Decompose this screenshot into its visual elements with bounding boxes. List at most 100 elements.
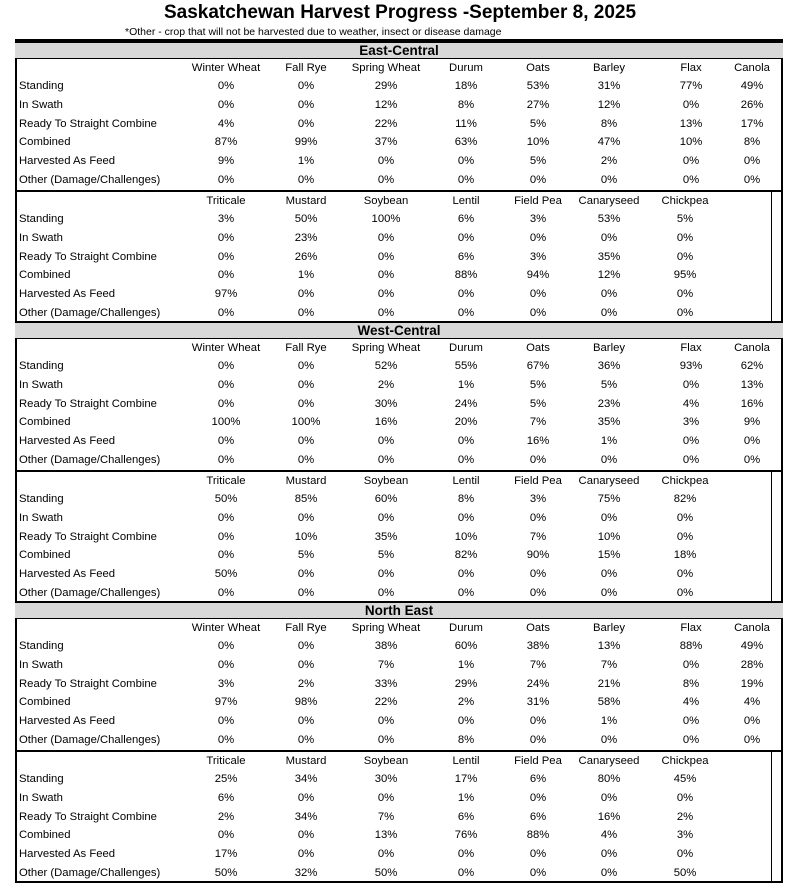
value-cell: 0% bbox=[297, 568, 315, 581]
value-cell: 6% bbox=[217, 791, 235, 804]
value-cell: 0% bbox=[217, 733, 235, 746]
value-cell: 0% bbox=[297, 640, 315, 652]
value-cell: 0% bbox=[297, 586, 315, 599]
value-cell: 58% bbox=[597, 696, 621, 709]
value-cell: 0% bbox=[297, 848, 315, 861]
value-cell: 88% bbox=[679, 640, 703, 652]
row-label: Harvested As Feed bbox=[19, 568, 116, 581]
value-cell: 1% bbox=[297, 269, 315, 282]
value-cell: 11% bbox=[455, 117, 477, 130]
value-cell: 13% bbox=[597, 640, 621, 652]
row-label: Standing bbox=[19, 80, 64, 92]
value-cell: 9% bbox=[743, 416, 761, 429]
table-row: In Swath 0% 0% 12% 8% 27% 12% 0% 26% bbox=[17, 96, 781, 115]
value-cell: 23% bbox=[294, 231, 318, 244]
value-cell: 31% bbox=[597, 80, 621, 92]
row-label: Standing bbox=[19, 640, 64, 652]
value-cell: 0% bbox=[217, 715, 235, 728]
value-cell: 63% bbox=[454, 136, 478, 149]
value-cell: 5% bbox=[529, 378, 547, 391]
value-cell: 7% bbox=[529, 658, 547, 671]
value-cell: 3% bbox=[217, 213, 235, 225]
row-label: Combined bbox=[19, 696, 71, 709]
value-cell: 0% bbox=[600, 791, 618, 804]
value-cell: 87% bbox=[214, 136, 238, 149]
crop-name: Flax bbox=[680, 342, 702, 354]
value-cell: 0% bbox=[377, 586, 395, 599]
table-row: Other (Damage/Challenges) 0% 0% 0% 0% 0% 0% 0% 0… bbox=[17, 171, 781, 190]
value-cell: 18% bbox=[454, 80, 478, 92]
table-row: Harvested As Feed 0% 0% 0% 0% 16% 1% 0% 0% bbox=[17, 432, 781, 451]
value-cell: 50% bbox=[214, 493, 238, 505]
value-cell: 0% bbox=[682, 98, 700, 111]
value-cell: 0% bbox=[600, 173, 618, 186]
value-cell: 0% bbox=[297, 173, 315, 186]
value-cell: 93% bbox=[679, 360, 703, 372]
row-label: Harvested As Feed bbox=[19, 288, 116, 301]
value-cell: 0% bbox=[743, 733, 761, 746]
value-cell: 4% bbox=[682, 696, 700, 709]
value-cell: 0% bbox=[682, 658, 700, 671]
table-row: Combined 0% 1% 0% 88% 94% 12% 95% bbox=[17, 266, 781, 285]
row-label: Combined bbox=[19, 416, 71, 429]
value-cell: 17% bbox=[454, 773, 478, 785]
table-row: In Swath 6% 0% 0% 1% 0% 0% 0% bbox=[17, 789, 781, 808]
value-cell: 23% bbox=[597, 397, 621, 410]
value-cell: 0% bbox=[682, 715, 700, 728]
value-cell: 100% bbox=[211, 416, 241, 429]
value-cell: 0% bbox=[297, 715, 315, 728]
row-label: Ready To Straight Combine bbox=[19, 397, 157, 410]
value-cell: 90% bbox=[526, 549, 550, 562]
value-cell: 60% bbox=[454, 640, 478, 652]
table-row: Harvested As Feed 17% 0% 0% 0% 0% 0% 0% bbox=[17, 845, 781, 864]
value-cell: 27% bbox=[526, 98, 550, 111]
value-cell: 16% bbox=[526, 435, 550, 448]
value-cell: 0% bbox=[457, 231, 475, 244]
value-cell: 88% bbox=[526, 829, 550, 842]
crop-table-a: Winter Wheat Fall Rye Spring Wheat Durum Oat… bbox=[17, 339, 781, 470]
value-cell: 0% bbox=[217, 511, 235, 524]
table-row: Ready To Straight Combine 3% 2% 33% 29% 24% 21… bbox=[17, 675, 781, 694]
value-cell: 0% bbox=[217, 231, 235, 244]
value-cell: 17% bbox=[740, 117, 764, 130]
value-cell: 100% bbox=[371, 213, 401, 225]
value-cell: 0% bbox=[682, 435, 700, 448]
value-cell: 0% bbox=[457, 155, 475, 168]
crop-name: Spring Wheat bbox=[351, 342, 421, 354]
table-row: Other (Damage/Challenges) 0% 0% 0% 0% 0% 0% 0% bbox=[17, 304, 781, 323]
row-label: Standing bbox=[19, 493, 64, 505]
value-cell: 0% bbox=[600, 586, 618, 599]
value-cell: 0% bbox=[676, 568, 694, 581]
crop-header-row: Triticale Mustard Soybean Lentil Field Pea Ca… bbox=[17, 752, 781, 770]
table-row: Harvested As Feed 0% 0% 0% 0% 0% 1% 0% 0% bbox=[17, 712, 781, 731]
value-cell: 32% bbox=[294, 866, 318, 879]
row-label: Harvested As Feed bbox=[19, 848, 116, 861]
value-cell: 0% bbox=[217, 306, 235, 319]
value-cell: 0% bbox=[297, 288, 315, 301]
value-cell: 0% bbox=[743, 453, 761, 466]
value-cell: 0% bbox=[217, 549, 235, 562]
value-cell: 0% bbox=[743, 715, 761, 728]
value-cell: 0% bbox=[529, 306, 547, 319]
row-label: Combined bbox=[19, 829, 71, 842]
value-cell: 5% bbox=[377, 549, 395, 562]
report-title: Saskatchewan Harvest Progress -September… bbox=[163, 2, 637, 23]
value-cell: 100% bbox=[291, 416, 321, 429]
value-cell: 2% bbox=[676, 810, 694, 823]
value-cell: 50% bbox=[374, 866, 398, 879]
row-label: Ready To Straight Combine bbox=[19, 117, 157, 130]
crop-name: Field Pea bbox=[514, 755, 562, 767]
row-label: Ready To Straight Combine bbox=[19, 250, 157, 263]
value-cell: 0% bbox=[457, 866, 475, 879]
value-cell: 2% bbox=[297, 677, 315, 690]
crop-name: Oats bbox=[526, 622, 550, 634]
value-cell: 36% bbox=[597, 360, 621, 372]
value-cell: 4% bbox=[682, 397, 700, 410]
value-cell: 0% bbox=[217, 80, 235, 92]
value-cell: 19% bbox=[740, 677, 764, 690]
crop-name: Chickpea bbox=[661, 475, 709, 487]
value-cell: 8% bbox=[457, 733, 475, 746]
value-cell: 45% bbox=[673, 773, 697, 785]
value-cell: 17% bbox=[214, 848, 238, 861]
value-cell: 30% bbox=[374, 773, 398, 785]
